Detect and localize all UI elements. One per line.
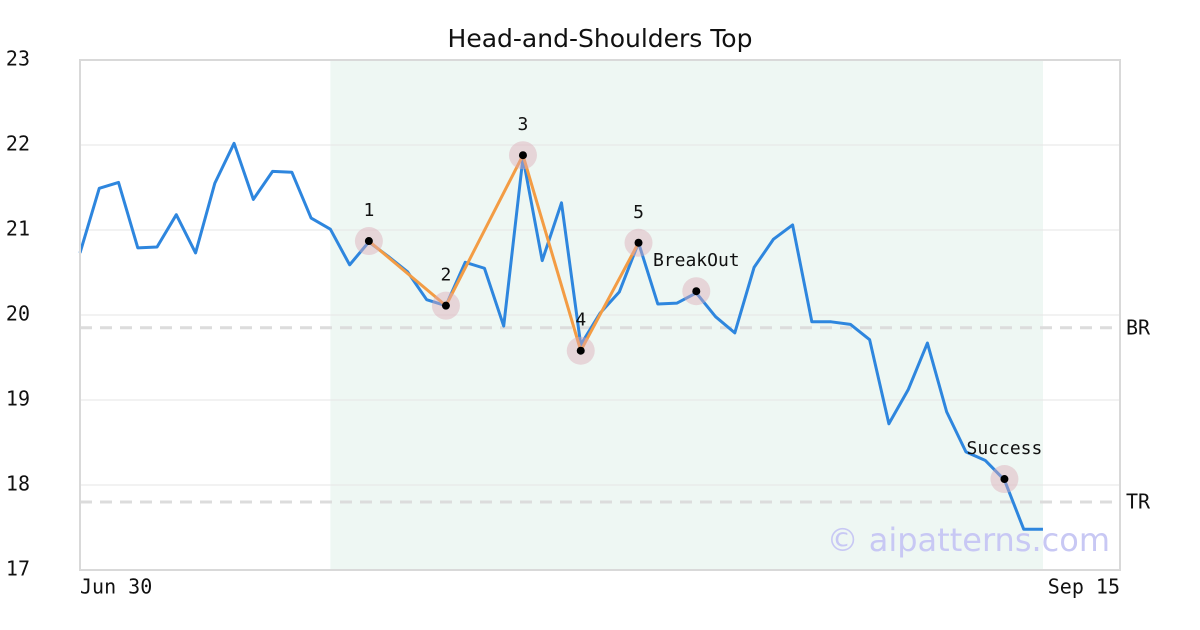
- marker-label: 4: [575, 310, 586, 331]
- marker: [1000, 475, 1009, 484]
- marker: [692, 287, 701, 296]
- y-tick-label: 23: [6, 47, 30, 71]
- marker: [634, 238, 643, 247]
- marker-label: 1: [363, 200, 374, 221]
- marker-label: Success: [967, 438, 1043, 459]
- marker: [576, 346, 585, 355]
- y-tick-label: 21: [6, 217, 30, 241]
- marker-label: 3: [518, 114, 529, 135]
- y-tick-label: 17: [6, 557, 30, 581]
- y-tick-label: 18: [6, 472, 30, 496]
- marker: [364, 237, 373, 246]
- chart-title: Head-and-Shoulders Top: [448, 24, 753, 53]
- marker-label: BreakOut: [653, 250, 740, 271]
- y-tick-label: 20: [6, 302, 30, 326]
- marker: [441, 301, 450, 310]
- y-tick-label: 22: [6, 132, 30, 156]
- watermark: © aipatterns.com: [827, 521, 1110, 559]
- marker-label: 2: [441, 265, 452, 286]
- reference-label: TR: [1126, 490, 1151, 514]
- price-line: [78, 141, 1043, 531]
- marker: [518, 151, 527, 160]
- x-tick-label: Sep 15: [1048, 575, 1120, 599]
- marker-label: 5: [633, 202, 644, 223]
- plot-frame: [79, 59, 1121, 571]
- y-tick-label: 19: [6, 387, 30, 411]
- x-tick-label: Jun 30: [80, 575, 152, 599]
- reference-label: BR: [1126, 315, 1151, 339]
